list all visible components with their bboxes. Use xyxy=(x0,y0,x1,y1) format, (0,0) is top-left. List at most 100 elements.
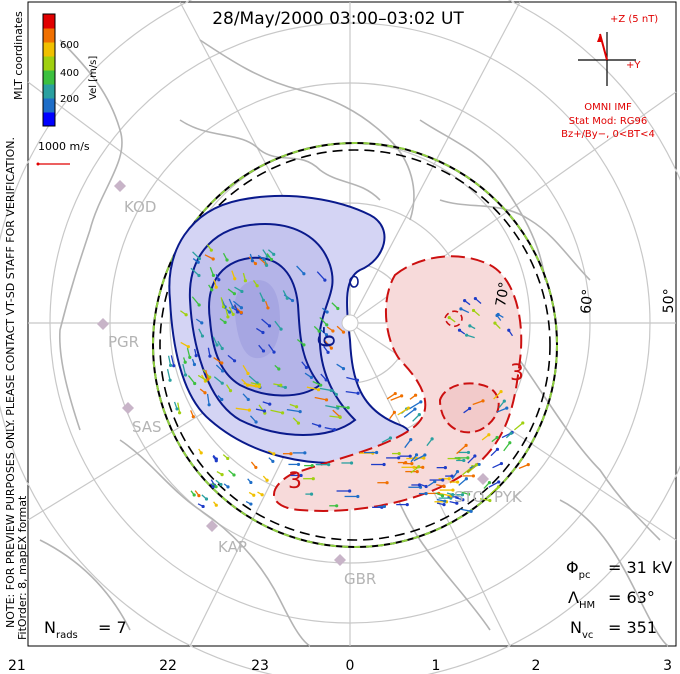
velocity-vector-origin xyxy=(468,324,472,328)
velocity-vector-origin xyxy=(474,463,478,467)
velocity-vector xyxy=(206,393,210,405)
velocity-vector-origin xyxy=(457,328,462,332)
station-gbr: GBR xyxy=(344,570,376,588)
station-marker-pgr xyxy=(97,318,109,330)
velocity-vector-origin xyxy=(415,470,419,474)
scale-vector-label: 1000 m/s xyxy=(38,140,90,153)
velocity-vector-origin xyxy=(249,502,253,506)
plot-title: 28/May/2000 03:00–03:02 UT xyxy=(212,9,464,29)
contour-label-pos-1: 3 xyxy=(510,361,524,386)
velocity-vector xyxy=(248,375,258,384)
velocity-vector-origin xyxy=(455,470,460,474)
velocity-vector-origin xyxy=(419,400,423,404)
station-marker-kod xyxy=(114,180,126,192)
velocity-vector-origin xyxy=(348,489,352,493)
station-marker-gbr xyxy=(334,554,346,566)
velocity-vector-origin xyxy=(277,367,281,371)
velocity-vector-origin xyxy=(197,273,201,278)
velocity-vector-origin xyxy=(279,327,283,331)
velocity-vector-origin xyxy=(183,360,187,364)
velocity-vector-origin xyxy=(239,306,244,310)
colorbar-segment xyxy=(43,56,55,71)
hm-boundary-inner xyxy=(159,149,551,541)
velocity-vector-origin xyxy=(261,330,265,335)
velocity-vector-origin xyxy=(290,298,295,303)
velocity-vector-origin xyxy=(215,343,219,347)
velocity-vector-origin xyxy=(197,256,202,261)
velocity-vector xyxy=(213,357,223,364)
velocity-vector-origin xyxy=(441,478,445,482)
velocity-vector-origin xyxy=(465,333,469,337)
velocity-vector-origin xyxy=(260,493,264,497)
stats-block: Φpc = 31 kV ΛHM = 63° Nvc = 351 Nrads = … xyxy=(44,558,672,641)
imf-dial: +Z (5 nT) +Y OMNI IMF Stat Mod: RG96 Bz+… xyxy=(561,14,658,140)
velocity-vector-origin xyxy=(385,481,389,485)
velocity-vector xyxy=(191,296,200,306)
pole-marker xyxy=(341,314,359,332)
velocity-vector-origin xyxy=(264,263,269,267)
station-sto: STO xyxy=(454,488,485,506)
velocity-vector-origin xyxy=(455,501,459,505)
velocity-vector-origin xyxy=(430,437,434,441)
velocity-vector-origin xyxy=(346,406,350,410)
velocity-vector-origin xyxy=(443,499,447,503)
velocity-vector-origin xyxy=(268,402,272,406)
imf-y-label: +Y xyxy=(626,60,641,71)
velocity-vector-origin xyxy=(461,498,465,502)
velocity-vector-origin xyxy=(203,391,207,395)
velocity-vector-origin xyxy=(204,497,209,501)
velocity-vector-origin xyxy=(375,450,379,455)
velocity-vector-origin xyxy=(508,441,512,445)
velocity-vector-origin xyxy=(220,346,224,351)
velocity-vector-origin xyxy=(196,260,200,264)
velocity-vector-origin xyxy=(336,406,340,410)
velocity-vector-origin xyxy=(487,433,491,437)
velocity-vector-origin xyxy=(393,391,397,396)
velocity-vector xyxy=(513,422,524,431)
velocity-vector-origin xyxy=(442,502,446,507)
neg-core xyxy=(234,280,280,359)
velocity-vector-origin xyxy=(214,459,218,463)
velocity-vector-origin xyxy=(471,308,476,313)
velocity-vector-origin xyxy=(289,452,293,456)
scale-vector-origin xyxy=(36,162,40,166)
velocity-vector-origin xyxy=(226,485,230,489)
imf-vector-head xyxy=(597,34,603,42)
velocity-vector-origin xyxy=(447,477,451,481)
velocity-vector-origin xyxy=(254,420,258,424)
mlt-tick-23: 23 xyxy=(251,658,269,674)
velocity-vector xyxy=(316,271,326,281)
velocity-vector-origin xyxy=(309,375,314,380)
velocity-vector xyxy=(325,405,338,409)
colorbar-segment xyxy=(43,14,55,29)
velocity-vector-origin xyxy=(231,305,235,310)
velocity-vector xyxy=(177,402,181,413)
lat-label-60: 60° xyxy=(578,288,596,314)
colorbar-tick-200: 200 xyxy=(60,94,79,105)
velocity-vector-origin xyxy=(488,498,492,503)
colorbar-tick-600: 600 xyxy=(60,40,79,51)
velocity-vector-origin xyxy=(266,306,270,310)
velocity-vector-origin xyxy=(183,373,188,377)
imf-model: Stat Mod: RG96 xyxy=(569,116,648,127)
velocity-vector-origin xyxy=(265,478,269,482)
velocity-vector-origin xyxy=(261,298,266,302)
velocity-vector-origin xyxy=(336,306,340,311)
cpcp-value: = 31 kV xyxy=(608,558,672,577)
velocity-vector-origin xyxy=(255,284,259,288)
velocity-vector xyxy=(413,454,426,462)
velocity-vector-origin xyxy=(309,492,314,496)
velocity-vector-origin xyxy=(325,323,329,327)
velocity-vector-origin xyxy=(447,315,451,320)
imf-condition: Bz+/By−, 0<BT<4 xyxy=(561,129,655,140)
velocity-vector-origin xyxy=(459,307,463,311)
velocity-vector-origin xyxy=(466,450,471,455)
mlt-tick-22: 22 xyxy=(159,658,177,674)
pos-contour-outer xyxy=(273,255,523,512)
velocity-vector xyxy=(503,442,511,452)
mlt-tick-21: 21 xyxy=(8,658,26,674)
velocity-vector-origin xyxy=(468,406,472,411)
velocity-vector-origin xyxy=(209,248,213,252)
station-marker-sas xyxy=(122,402,134,414)
